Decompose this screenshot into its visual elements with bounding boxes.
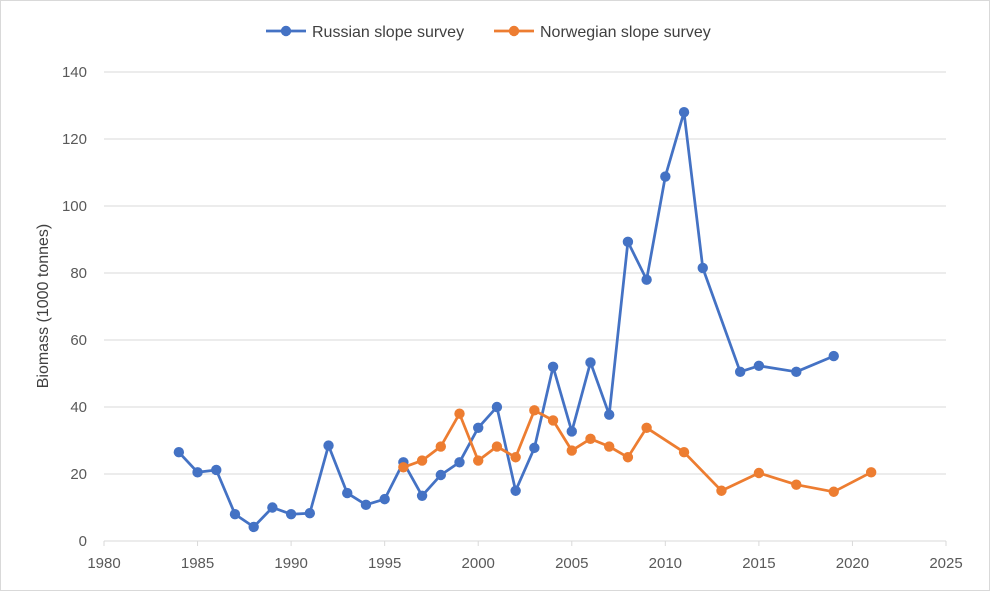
data-point-norwegian-slope-survey: [641, 422, 652, 433]
y-tick-label: 60: [70, 332, 87, 349]
data-point-norwegian-slope-survey: [622, 452, 634, 463]
y-tick-label: 120: [62, 131, 87, 148]
series-norwegian-slope-survey: [398, 405, 877, 497]
y-tick-label: 40: [70, 399, 87, 416]
data-point-norwegian-slope-survey: [435, 441, 446, 452]
data-point-russian-slope-survey: [416, 490, 428, 501]
data-point-russian-slope-survey: [435, 469, 446, 481]
data-point-russian-slope-survey: [323, 440, 334, 451]
data-point-russian-slope-survey: [510, 485, 521, 496]
data-point-russian-slope-survey: [173, 447, 185, 458]
x-tick-label: 1985: [181, 555, 214, 572]
legend-swatch-marker: [508, 25, 520, 37]
data-point-russian-slope-survey: [678, 107, 690, 118]
y-tick-label: 140: [62, 64, 87, 81]
y-tick-label: 80: [70, 265, 87, 282]
data-point-norwegian-slope-survey: [585, 433, 596, 445]
x-tick-label: 1990: [274, 555, 307, 572]
data-point-norwegian-slope-survey: [491, 441, 503, 452]
data-point-russian-slope-survey: [660, 171, 671, 182]
data-point-russian-slope-survey: [248, 521, 259, 533]
x-axis: 1980 1985 1990 1995 2000 2005 2010 2015 2020 2025: [87, 540, 963, 572]
data-point-russian-slope-survey: [192, 467, 203, 478]
data-point-russian-slope-survey: [697, 262, 708, 274]
data-point-russian-slope-survey: [566, 426, 577, 437]
data-point-russian-slope-survey: [379, 493, 390, 505]
legend-item-norwegian-slope-survey: Norwegian slope survey: [494, 24, 711, 41]
data-point-russian-slope-survey: [211, 464, 222, 476]
series-line-norwegian-slope-survey: [402, 409, 873, 494]
x-tick-label: 2020: [836, 555, 869, 572]
y-axis-ticks: 0 20 40 60 80 100 120 140: [62, 64, 87, 550]
data-point-norwegian-slope-survey: [398, 462, 409, 473]
legend-label: Norwegian slope survey: [540, 24, 711, 41]
y-tick-label: 0: [79, 533, 87, 550]
data-point-russian-slope-survey: [454, 457, 465, 468]
data-point-russian-slope-survey: [229, 509, 241, 520]
data-point-russian-slope-survey: [267, 502, 278, 513]
y-axis-label: Biomass (1000 tonnes): [35, 224, 52, 389]
data-point-russian-slope-survey: [547, 361, 559, 372]
x-tick-label: 2010: [649, 555, 682, 572]
x-tick-label: 2000: [462, 555, 495, 572]
legend-item-russian-slope-survey: Russian slope survey: [266, 24, 464, 41]
data-point-norwegian-slope-survey: [416, 455, 428, 466]
legend-swatch-marker: [280, 25, 292, 37]
data-point-norwegian-slope-survey: [791, 479, 802, 490]
x-tick-label: 1980: [87, 555, 120, 572]
gridlines: [104, 71, 946, 475]
x-tick-label: 2005: [555, 555, 588, 572]
data-point-norwegian-slope-survey: [828, 486, 839, 497]
data-point-russian-slope-survey: [285, 509, 297, 520]
data-point-russian-slope-survey: [791, 366, 802, 378]
series-layer: [173, 107, 877, 533]
data-point-norwegian-slope-survey: [529, 405, 540, 416]
series-russian-slope-survey: [173, 107, 839, 533]
x-tick-label: 2015: [742, 555, 775, 572]
data-point-russian-slope-survey: [491, 401, 503, 413]
data-point-norwegian-slope-survey: [604, 441, 615, 452]
data-point-russian-slope-survey: [342, 487, 353, 499]
data-point-russian-slope-survey: [529, 442, 540, 454]
data-point-norwegian-slope-survey: [716, 485, 727, 496]
data-point-russian-slope-survey: [622, 236, 634, 248]
data-point-norwegian-slope-survey: [753, 467, 765, 479]
data-point-russian-slope-survey: [304, 507, 316, 519]
data-point-russian-slope-survey: [585, 357, 596, 368]
data-point-norwegian-slope-survey: [454, 408, 465, 419]
data-point-russian-slope-survey: [828, 350, 839, 362]
data-point-norwegian-slope-survey: [547, 415, 559, 426]
data-point-norwegian-slope-survey: [865, 467, 877, 478]
data-point-norwegian-slope-survey: [510, 452, 521, 463]
x-tick-label: 2025: [929, 555, 962, 572]
data-point-russian-slope-survey: [360, 499, 372, 511]
data-point-norwegian-slope-survey: [678, 447, 690, 458]
data-point-russian-slope-survey: [641, 274, 652, 285]
x-tick-label: 1995: [368, 555, 401, 572]
data-point-russian-slope-survey: [734, 366, 746, 378]
y-tick-label: 20: [70, 466, 87, 483]
y-tick-label: 100: [62, 198, 87, 215]
data-point-russian-slope-survey: [753, 360, 765, 371]
data-point-russian-slope-survey: [604, 409, 615, 420]
data-point-norwegian-slope-survey: [473, 455, 484, 466]
data-point-norwegian-slope-survey: [566, 445, 577, 456]
legend: Russian slope survey Norwegian slope surv…: [266, 24, 711, 41]
data-point-russian-slope-survey: [473, 422, 484, 433]
series-line-russian-slope-survey: [177, 110, 836, 529]
legend-label: Russian slope survey: [312, 24, 464, 41]
